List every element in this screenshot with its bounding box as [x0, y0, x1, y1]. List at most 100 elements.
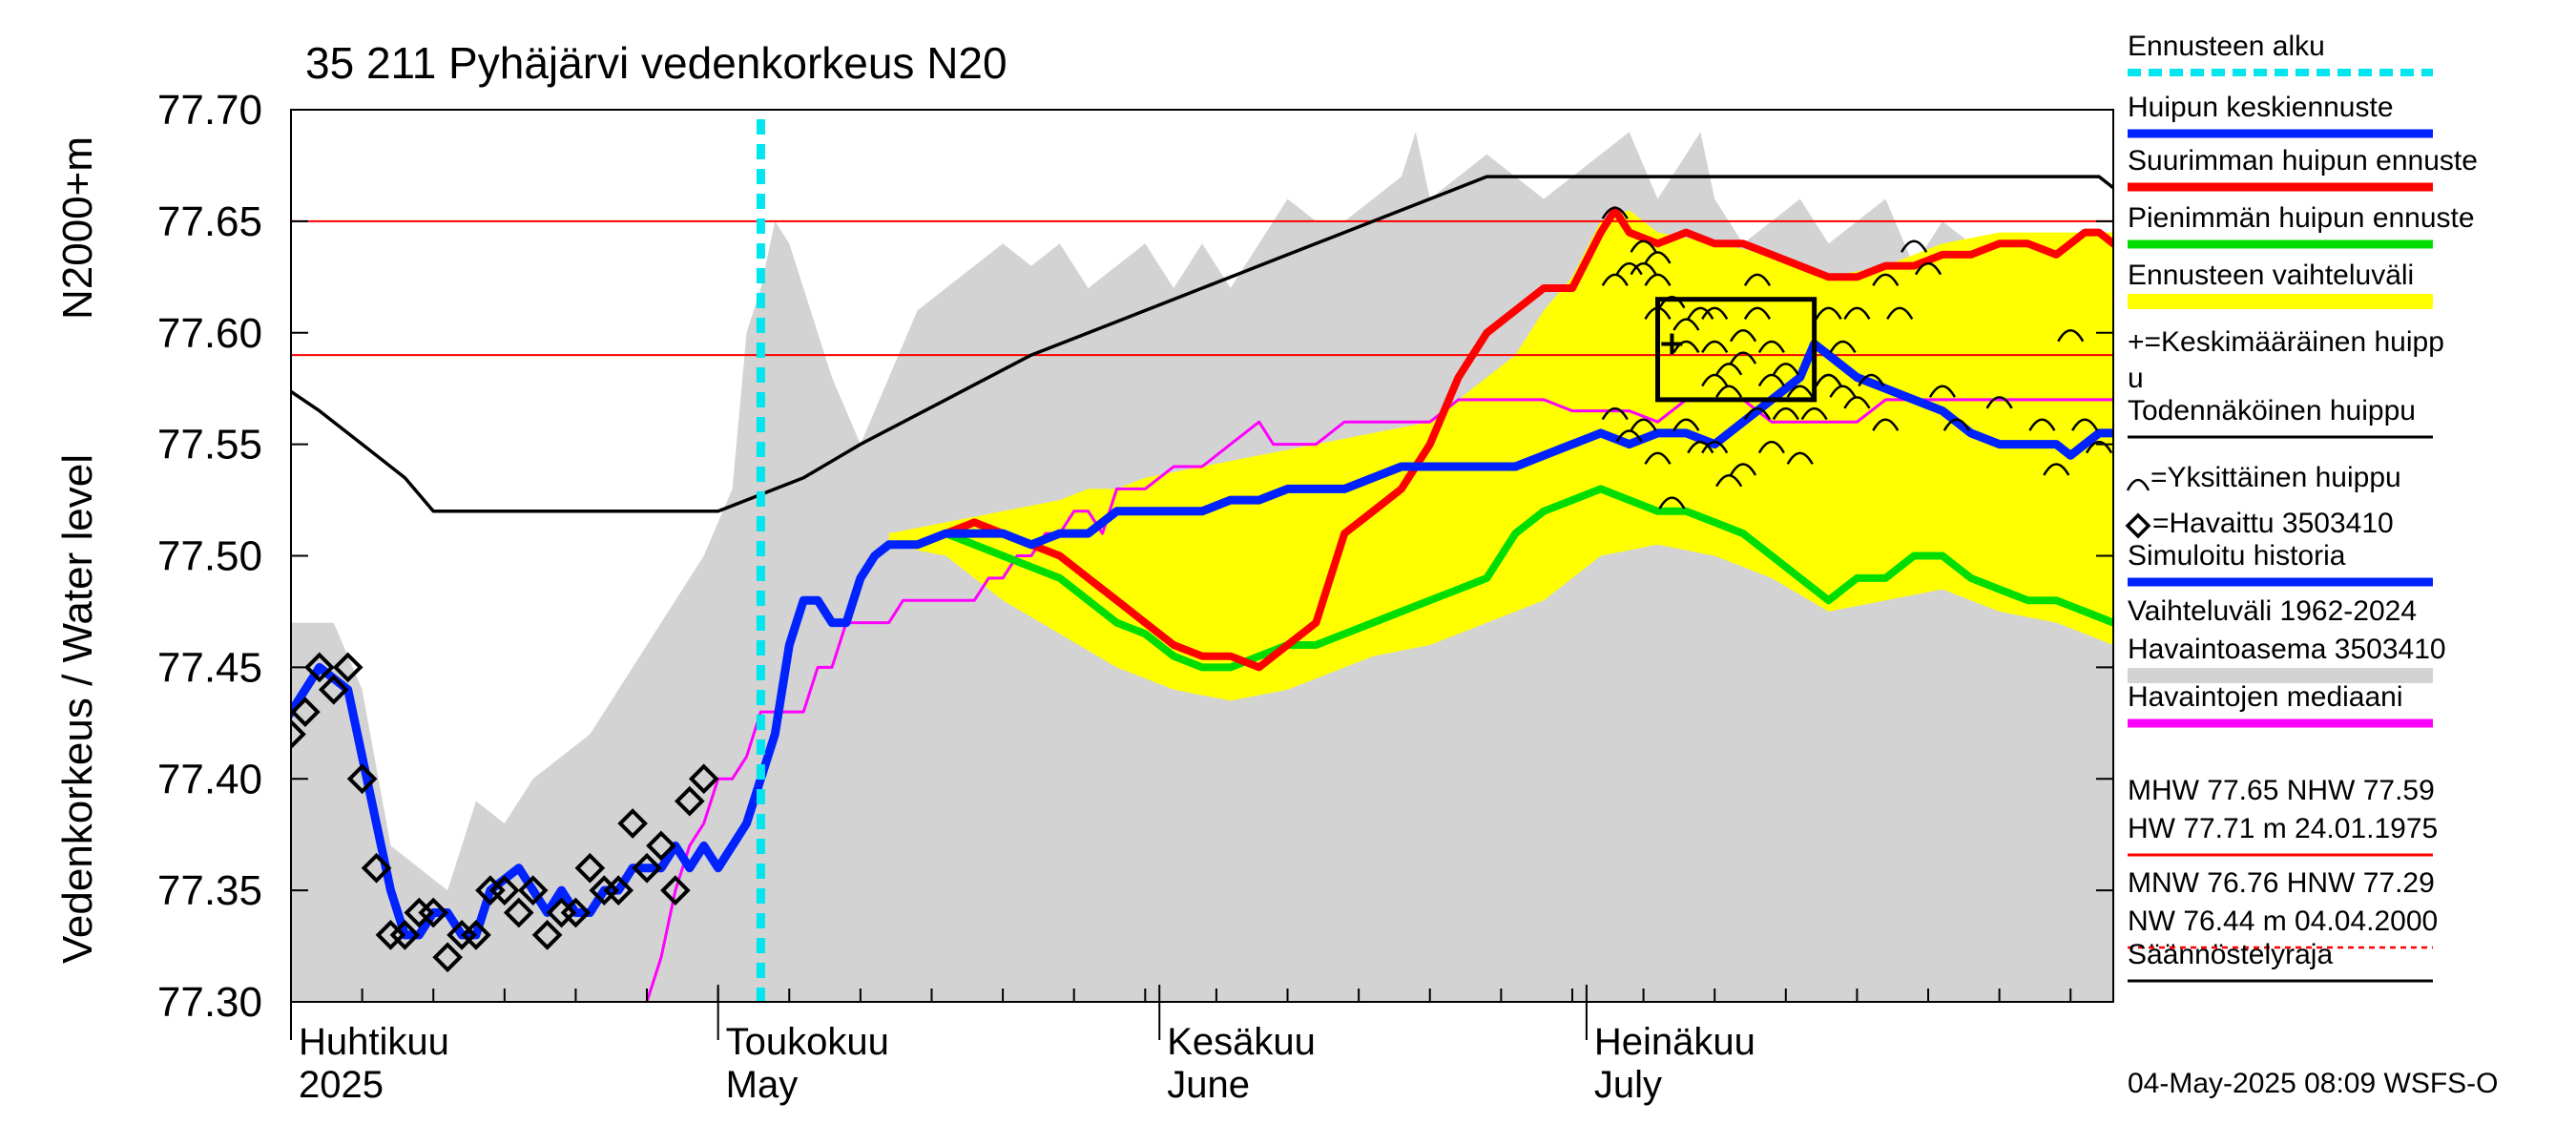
series-line-huipun-keskiennuste [291, 339, 2113, 940]
observed-point [488, 875, 520, 906]
single-peak-marker [2057, 329, 2085, 343]
legend-label-cont: Havaintoasema 3503410 [2128, 634, 2446, 665]
legend-label: MNW 76.76 HNW 77.29 [2128, 867, 2435, 899]
single-peak-marker [1644, 451, 1672, 465]
single-peak-marker [1985, 396, 2013, 409]
single-peak-marker [1901, 239, 1928, 253]
single-peak-marker [1715, 363, 1743, 376]
legend-label: Havaintojen mediaani [2128, 681, 2403, 713]
single-peak-marker [1729, 463, 1757, 476]
footer-timestamp: 04-May-2025 08:09 WSFS-O [2128, 1068, 2499, 1099]
single-peak-marker [1743, 273, 1772, 286]
y-tick-label: 77.45 [157, 644, 262, 691]
legend-label: Suurimman huipun ennuste [2128, 145, 2478, 177]
single-peak-marker [1601, 406, 1629, 421]
single-peak-marker [1843, 306, 1871, 321]
single-peak-marker [1615, 429, 1643, 443]
single-peak-marker [1815, 373, 1842, 387]
x-month-label: Toukokuu [726, 1021, 889, 1063]
series-line-todenn-k-inen-huippu [291, 175, 2113, 513]
single-peak-marker [1701, 306, 1729, 321]
observed-point [291, 718, 306, 750]
single-peak-marker [1757, 373, 1785, 387]
x-month-sublabel: July [1594, 1064, 1662, 1106]
legend-observed-symbol [2125, 512, 2151, 539]
legend-label: =Havaittu 3503410 [2152, 508, 2394, 539]
single-peak-marker [1644, 251, 1672, 264]
legend-label: Ennusteen alku [2128, 31, 2325, 62]
x-month-sublabel: May [726, 1064, 799, 1106]
single-peak-marker [1786, 385, 1814, 398]
observed-point [389, 920, 421, 950]
single-peak-marker [2071, 418, 2099, 431]
single-peak-marker [1630, 418, 1657, 431]
single-peak-marker [1800, 406, 1828, 421]
single-peak-marker [1928, 385, 1957, 398]
legend-label: MHW 77.65 NHW 77.59 [2128, 775, 2435, 806]
single-peak-marker [1687, 440, 1714, 454]
forecast-range-band [888, 210, 2113, 701]
legend-label-cont: NW 76.44 m 04.04.2000 [2128, 906, 2438, 937]
single-peak-marker [2028, 418, 2056, 431]
y-tick-label: 77.30 [157, 979, 262, 1026]
y-tick-label: 77.50 [157, 533, 262, 580]
legend-swatch [2128, 668, 2433, 683]
observed-point [660, 875, 691, 906]
single-peak-marker [1672, 340, 1700, 354]
single-peak-marker [1658, 496, 1686, 510]
single-peak-marker [1644, 306, 1672, 321]
legend-label: Simuloitu historia [2128, 540, 2346, 572]
single-peak-marker [1743, 406, 1772, 421]
legend-label: Vaihteluväli 1962-2024 [2128, 595, 2417, 627]
single-peak-marker [1843, 396, 1871, 409]
peak-range-box [1655, 297, 1818, 403]
y-axis-label-group: Vedenkorkeus / Water level N2000+m [54, 136, 101, 964]
single-peak-marker [1829, 385, 1857, 398]
single-peak-marker [1601, 273, 1629, 286]
observed-point [646, 830, 676, 862]
legend-label: =Yksittäinen huippu [2150, 462, 2401, 493]
single-peak-marker [1743, 306, 1772, 321]
observed-point [574, 852, 606, 884]
single-peak-marker [1942, 418, 1970, 431]
single-peak-marker [1757, 340, 1785, 354]
observed-point [304, 652, 335, 683]
x-month-label: Kesäkuu [1167, 1021, 1316, 1063]
single-peak-marker [2085, 440, 2113, 454]
single-peak-marker [1630, 261, 1657, 276]
axes: 77.70 77.65 77.60 77.55 77.50 77.45 77.40 77.35… [157, 87, 2114, 1106]
observed-point [688, 763, 719, 795]
observed-point [361, 852, 392, 884]
single-peak-marker [1672, 318, 1700, 331]
legend-label: Pienimmän huipun ennuste [2128, 202, 2475, 234]
observed-point [560, 897, 592, 928]
observed-point [291, 666, 292, 669]
x-month-label: Heinäkuu [1594, 1021, 1755, 1063]
single-peak-marker [1701, 440, 1729, 454]
observed-point [531, 920, 563, 950]
legend-label: Huipun keskiennuste [2128, 92, 2394, 123]
observed-point [318, 674, 349, 705]
legend-label-cont: HW 77.71 m 24.01.1975 [2128, 813, 2438, 844]
y-tick-label: 77.65 [157, 198, 262, 245]
observed-point [332, 652, 364, 683]
plot-area [291, 119, 2113, 1002]
observed-point [461, 920, 491, 950]
legend-label: Todennäköinen huippu [2128, 395, 2416, 427]
observed-point [617, 808, 648, 839]
single-peak-marker [1658, 295, 1686, 309]
observed-point [418, 897, 449, 928]
single-peak-marker [1715, 385, 1743, 398]
observed-point [603, 875, 634, 906]
single-peak-marker [1872, 418, 1900, 431]
observed-point [503, 897, 534, 928]
single-peak-marker [1644, 273, 1672, 286]
single-peak-marker [1615, 261, 1643, 276]
single-peak-marker [1786, 451, 1814, 465]
single-peak-marker [1886, 306, 1914, 321]
single-peak-marker [1914, 261, 1942, 276]
chart-title: 35 211 Pyhäjärvi vedenkorkeus N20 [305, 38, 1008, 88]
single-peak-marker [1858, 373, 1885, 387]
y-axis-unit-label: N2000+m [54, 136, 101, 320]
